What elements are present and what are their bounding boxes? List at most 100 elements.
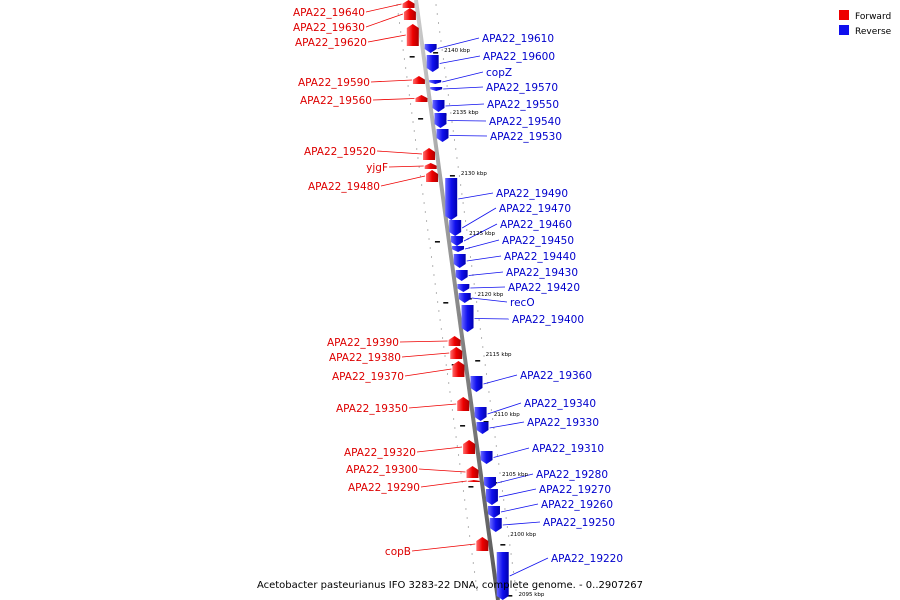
gene-arrow-reverse [474, 407, 487, 421]
gene-label: APA22_19350 [336, 403, 408, 415]
gene-arrow-reverse [429, 80, 442, 84]
leader-line [365, 13, 404, 28]
guide-dot [458, 454, 460, 456]
gene-label: APA22_19330 [527, 417, 599, 429]
guide-dot [464, 499, 466, 501]
leader-line [411, 543, 476, 552]
gene-arrow-reverse [484, 477, 497, 489]
leader-line [502, 521, 541, 526]
guide-dot [422, 193, 424, 195]
leader-line [500, 503, 539, 513]
gene-label: APA22_19610 [482, 33, 554, 45]
guide-dot [440, 328, 442, 330]
gene-arrow-reverse [496, 552, 509, 600]
guide-dot [473, 283, 475, 285]
guide-dot [442, 58, 444, 60]
legend-forward-swatch [839, 10, 849, 20]
guide-dot [456, 157, 458, 159]
guide-dot [433, 274, 435, 276]
guide-dot [451, 121, 453, 123]
legend-reverse-label: Reverse [855, 27, 892, 37]
gene-label: APA22_19340 [524, 398, 596, 410]
gene-label: yjgF [366, 162, 388, 174]
guide-dot [439, 319, 441, 321]
leader-line [458, 192, 494, 200]
guide-dot [499, 472, 501, 474]
gene-arrow-forward [450, 347, 463, 359]
guide-dot [424, 211, 426, 213]
axis-tick [409, 56, 415, 58]
guide-dot [418, 166, 420, 168]
guide-dot [483, 355, 485, 357]
guide-dot [505, 517, 507, 519]
leader-line [404, 368, 452, 377]
guide-dot [450, 112, 452, 114]
gene-arrow-reverse [452, 246, 465, 252]
leader-line [399, 340, 448, 343]
gene-arrow-reverse [450, 236, 463, 246]
leader-line [496, 473, 534, 484]
guide-dot [439, 31, 441, 33]
guide-dot [428, 238, 430, 240]
gene-label: copZ [486, 67, 512, 79]
guide-dot [498, 463, 500, 465]
leader-line [493, 447, 530, 458]
gene-label: APA22_19470 [499, 203, 571, 215]
guide-dot [449, 103, 451, 105]
gene-arrow-reverse [424, 44, 437, 53]
guide-dot [470, 544, 472, 546]
guide-dot [413, 130, 415, 132]
gene-arrow-forward [412, 76, 425, 84]
guide-dot [489, 400, 491, 402]
leader-line [449, 135, 488, 137]
gene-arrow-reverse [455, 270, 468, 281]
guide-dot [426, 220, 428, 222]
guide-dot [467, 526, 469, 528]
leader-line [466, 255, 502, 262]
leader-line [464, 239, 500, 250]
gene-arrow-reverse [485, 489, 498, 505]
guide-dot [454, 427, 456, 429]
guide-dot [440, 40, 442, 42]
leader-line [442, 71, 484, 83]
gene-arrow-reverse [453, 254, 466, 268]
kbp-label: 2095 kbp [518, 592, 544, 598]
guide-dot [456, 445, 458, 447]
guide-dot [484, 364, 486, 366]
genome-caption: Acetobacter pasteurianus IFO 3283-22 DNA… [257, 580, 643, 591]
guide-dot [445, 364, 447, 366]
gene-arrow-reverse [476, 422, 489, 434]
guide-dot [438, 22, 440, 24]
gene-label: APA22_19460 [500, 219, 572, 231]
guide-dot [449, 391, 451, 393]
gene-arrow-reverse [461, 305, 474, 332]
guide-dot [405, 67, 407, 69]
guide-dot [482, 346, 484, 348]
guide-dot [513, 571, 515, 573]
leader-line [445, 103, 485, 107]
gene-arrow-forward [403, 8, 416, 20]
leader-line [370, 79, 412, 83]
leader-line [468, 271, 504, 276]
legend-reverse-swatch [839, 25, 849, 35]
gene-arrow-forward [457, 397, 470, 411]
guide-dot [436, 13, 438, 15]
guide-dot [412, 121, 414, 123]
gene-arrow-reverse [487, 506, 500, 518]
gene-arrow-forward [406, 24, 419, 46]
gene-arrow-reverse [436, 129, 449, 142]
guide-dot [453, 418, 455, 420]
label-leader-lines [365, 3, 549, 577]
gene-label: APA22_19600 [483, 51, 555, 63]
guide-dot [488, 391, 490, 393]
gene-label: APA22_19550 [487, 99, 559, 111]
gene-label: APA22_19220 [551, 553, 623, 565]
guide-dot [508, 535, 510, 537]
leader-line [388, 165, 424, 168]
gene-arrow-forward [463, 440, 476, 454]
guide-dot [408, 94, 410, 96]
gene-label: APA22_19380 [329, 352, 401, 364]
guide-dot [441, 49, 443, 51]
axis-tick [434, 241, 440, 243]
gene-arrow-forward [448, 336, 461, 346]
